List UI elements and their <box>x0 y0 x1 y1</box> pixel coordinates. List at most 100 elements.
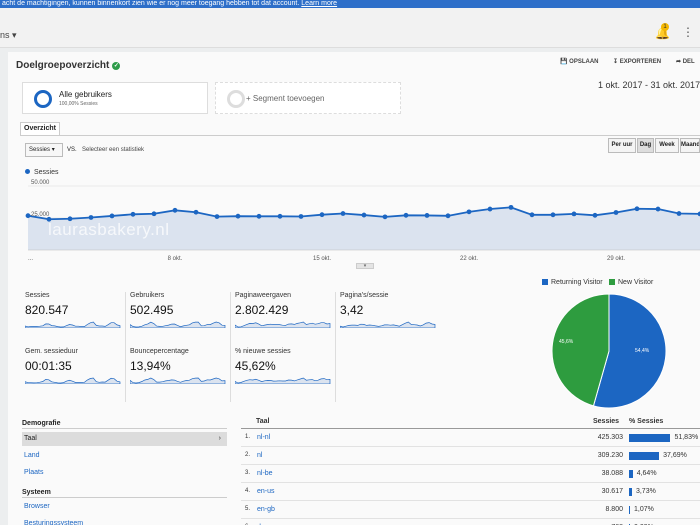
metric-dropdown[interactable]: Sessies ▾ <box>25 143 63 157</box>
add-segment-button[interactable]: + Segment toevoegen <box>215 82 401 114</box>
data-point <box>550 212 556 218</box>
sparkline <box>25 321 121 328</box>
table-row: 1. nl-nl 425.303 51,83% <box>241 430 700 447</box>
notifications-bell-icon[interactable]: 🔔 1 <box>655 23 670 40</box>
granularity-hour-button[interactable]: Per uur <box>608 138 636 153</box>
dimension-item-browser[interactable]: Browser <box>24 503 50 510</box>
sparkline <box>235 377 331 384</box>
metric-tile-new-sessions: % nieuwe sessies 45,62% <box>235 348 335 398</box>
row-sessions: 38.088 <box>601 470 623 477</box>
save-button[interactable]: 💾 OPSLAAN <box>560 58 599 65</box>
legend-swatch-icon <box>542 279 548 285</box>
row-language-link[interactable]: en-us <box>257 488 275 495</box>
data-point <box>508 204 514 210</box>
demography-heading: Demografie <box>22 420 227 429</box>
data-point <box>151 211 157 217</box>
data-point <box>634 206 640 212</box>
chart-legend: Sessies <box>25 169 59 176</box>
pie-label-returning: 54,4% <box>635 348 650 354</box>
row-share-bar <box>629 506 630 514</box>
data-point <box>676 211 682 216</box>
row-language-link[interactable]: nl-nl <box>257 434 271 441</box>
tile-divider <box>335 292 336 402</box>
metric-label: % nieuwe sessies <box>235 348 291 355</box>
data-point <box>46 216 52 222</box>
x-tick-label: 8 okt. <box>168 256 183 262</box>
metric-tile-pages-per-session: Pagina's/sessie 3,42 <box>340 292 440 342</box>
dimension-item-language[interactable]: Taal › <box>22 432 227 446</box>
learn-more-link[interactable]: Learn more <box>301 0 338 7</box>
row-language-link[interactable]: en-gb <box>257 506 275 513</box>
sparkline-path <box>235 377 331 384</box>
data-point <box>529 212 535 218</box>
row-share-pct: 1,07% <box>634 506 654 513</box>
row-language-link[interactable]: nl <box>257 452 263 459</box>
dimension-item-country[interactable]: Land <box>24 452 40 459</box>
granularity-week-button[interactable]: Week <box>655 138 679 153</box>
tab-overview[interactable]: Overzicht <box>20 122 60 135</box>
share-button[interactable]: ➦ DEL <box>676 58 695 65</box>
tile-divider <box>125 292 126 402</box>
table-row: 5. en-gb 8.800 1,07% <box>241 502 700 519</box>
verified-check-icon: ✓ <box>112 62 121 70</box>
metric-dropdown-label: Sessies <box>29 147 51 153</box>
row-share-pct: 37,69% <box>663 452 687 459</box>
metric-tile-sessions: Sessies 820.547 <box>25 292 125 342</box>
dimension-item-os[interactable]: Besturingssysteem <box>24 520 84 525</box>
table-header-sessions: Sessies <box>593 418 620 425</box>
export-icon: ↧ <box>613 59 619 65</box>
page-title: Doelgroepoverzicht ✓ <box>16 60 121 71</box>
system-heading: Systeem <box>22 489 227 498</box>
data-point <box>403 212 409 218</box>
more-vert-icon[interactable]: ⋮ <box>682 25 694 39</box>
segment-all-users[interactable]: Alle gebruikers 100,00% Sessies <box>22 82 208 114</box>
date-range-picker[interactable]: 1 okt. 2017 - 31 okt. 2017 <box>598 80 700 90</box>
granularity-month-button[interactable]: Maand <box>680 138 700 153</box>
x-tick-label: 29 okt. <box>607 256 625 262</box>
metric-label: Gebruikers <box>130 292 165 299</box>
data-point <box>613 210 619 215</box>
row-share-bar <box>629 452 660 460</box>
y-tick-label: 50.000 <box>31 180 50 186</box>
save-label: OPSLAAN <box>569 59 599 65</box>
visitor-type-pie-chart <box>551 293 667 409</box>
table-header-rule <box>241 428 700 429</box>
data-point <box>235 213 241 219</box>
row-language-link[interactable]: nl-be <box>257 470 273 477</box>
data-point <box>445 213 451 219</box>
granularity-day-button[interactable]: Dag <box>637 138 654 153</box>
metric-tile-avg-duration: Gem. sessieduur 00:01:35 <box>25 348 125 398</box>
row-sessions: 8.800 <box>605 506 623 513</box>
metric-value: 13,94% <box>130 359 171 373</box>
data-point <box>109 213 115 219</box>
compare-metric-select[interactable]: Selecteer een statistiek <box>82 147 145 153</box>
export-button[interactable]: ↧ EXPORTEREN <box>613 58 661 65</box>
pie-legend-new: New Visitor <box>609 279 653 286</box>
sparkline <box>340 321 436 328</box>
pie-slice <box>592 293 667 409</box>
row-share-pct: 3,73% <box>635 488 656 495</box>
permissions-banner: acht de machtigingen, kunnen binnenkort … <box>0 0 700 8</box>
metric-label: Sessies <box>25 292 50 299</box>
legend-series-name: Sessies <box>34 169 59 176</box>
pie-slice <box>551 293 610 407</box>
chevron-down-icon: ▾ <box>51 147 55 153</box>
metric-value: 820.547 <box>25 303 69 317</box>
metric-value: 3,42 <box>340 303 364 317</box>
vs-label: VS. <box>67 147 77 153</box>
save-icon: 💾 <box>560 59 568 65</box>
sparkline <box>130 321 226 328</box>
data-point <box>298 214 304 219</box>
account-selector[interactable]: ns ▾ <box>0 30 17 40</box>
row-number: 1. <box>245 434 251 440</box>
row-sessions: 309.230 <box>597 452 623 459</box>
dimension-item-city[interactable]: Plaats <box>24 469 44 476</box>
chart-collapse-handle[interactable]: ▾ <box>356 263 374 269</box>
sessions-line-chart: 50.000 25.000... 8 okt. 15 okt. 22 okt. 29 ok… <box>25 180 700 262</box>
metric-tile-users: Gebruikers 502.495 <box>130 292 230 342</box>
share-label: DEL <box>682 59 695 65</box>
sparkline-path <box>235 321 331 328</box>
sparkline-path <box>340 321 436 328</box>
table-row: 2. nl 309.230 37,69% <box>241 448 700 465</box>
share-icon: ➦ <box>676 59 682 65</box>
